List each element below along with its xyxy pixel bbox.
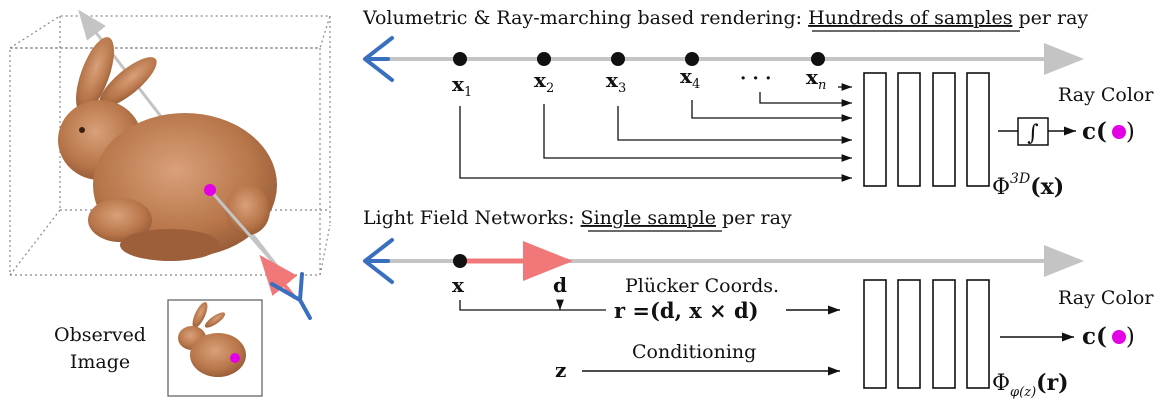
ray-origin-point (453, 254, 467, 268)
sample-point-4 (685, 52, 699, 66)
observed-image (167, 299, 263, 397)
volumetric-mlp (863, 72, 990, 187)
direction-arrow (259, 254, 298, 300)
volumetric-output-label: c() (1082, 118, 1135, 145)
volumetric-ray-color-label: Ray Color (1058, 84, 1154, 106)
observed-label-line1: Observed (54, 324, 146, 346)
sample-label-1: x1 (452, 72, 472, 100)
sample-label-3: x3 (606, 68, 626, 96)
plucker-input-bracket (459, 300, 606, 310)
direction-label: d (553, 273, 567, 297)
volumetric-network-label: Φ3D(x) (992, 171, 1064, 200)
sample-label-2: x2 (534, 68, 554, 96)
bunny-illustration (58, 37, 277, 261)
sample-point-1 (453, 52, 467, 66)
sample-point-n (811, 52, 825, 66)
sample-label-n: xn (806, 65, 826, 93)
lightfield-output-label: c() (1082, 323, 1135, 350)
conditioning-label: Conditioning (632, 341, 756, 363)
sample-ellipsis: · · · (740, 68, 771, 89)
latent-label: z (555, 358, 566, 382)
volumetric-section: Volumetric & Ray-marching based renderin… (362, 7, 1154, 200)
integrator-symbol: ∫ (1027, 121, 1039, 146)
lightfield-ray-color-label: Ray Color (1058, 287, 1154, 309)
sample-label-4: x4 (680, 64, 700, 92)
lightfield-title: Light Field Networks: Single sample per … (363, 207, 792, 229)
observed-pixel (230, 353, 240, 363)
intersection-point (204, 184, 216, 196)
lightfield-eye-icon (363, 238, 394, 284)
volumetric-eye-icon (363, 36, 394, 82)
sample-point-2 (537, 52, 551, 66)
lightfield-mlp (863, 279, 990, 389)
camera-eye-icon (270, 272, 312, 320)
sample-point-3 (611, 52, 625, 66)
origin-label: x (452, 273, 465, 297)
scene-3d (7, 9, 331, 320)
observed-label-line2: Image (70, 351, 130, 373)
lightfield-output-color-dot (1112, 330, 1126, 344)
integrator-box (1017, 117, 1049, 146)
sample-arrows (459, 83, 852, 182)
lightfield-network-label: Φφ(z)(r) (992, 370, 1069, 400)
plucker-formula: r =(d, x × d) (614, 298, 759, 323)
lightfield-section: Light Field Networks: Single sample per … (363, 207, 1154, 400)
volumetric-title: Volumetric & Ray-marching based renderin… (362, 7, 1088, 29)
plucker-label: Plücker Coords. (625, 275, 779, 297)
volumetric-output-color-dot (1112, 125, 1126, 139)
